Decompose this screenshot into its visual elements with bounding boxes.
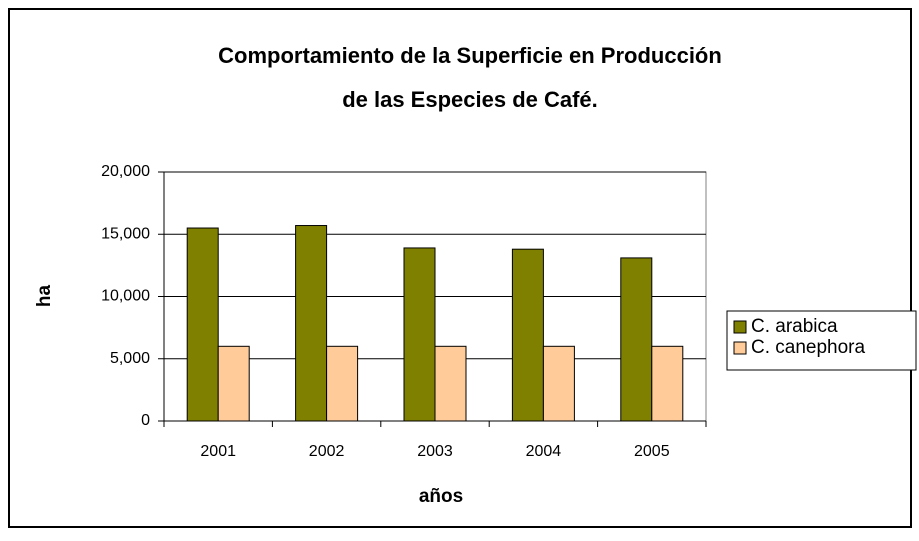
y-tick-label: 10,000 [101, 288, 150, 305]
bar [620, 257, 653, 422]
bar [542, 345, 575, 422]
bar [295, 225, 328, 422]
legend [726, 310, 917, 371]
x-tick-label: 2002 [309, 443, 345, 460]
bar [186, 227, 219, 422]
x-tick-label: 2004 [526, 443, 562, 460]
chart-title: Comportamiento de la Superficie en Produ… [218, 43, 722, 68]
x-tick-label: 2003 [417, 443, 453, 460]
chart-title: de las Especies de Café. [342, 87, 598, 112]
x-tick-label: 2005 [634, 443, 670, 460]
y-tick-label: 15,000 [101, 225, 150, 242]
y-axis-title: ha [34, 284, 55, 307]
legend-swatch [733, 341, 747, 355]
y-tick-label: 20,000 [101, 163, 150, 180]
legend-label: C. canephora [751, 337, 866, 358]
y-tick-label: 0 [141, 412, 150, 429]
bar [434, 345, 467, 422]
bar [326, 345, 359, 422]
bar [403, 247, 436, 422]
bar [651, 345, 684, 422]
bar [217, 345, 250, 422]
legend-swatch [733, 320, 747, 334]
y-tick-label: 5,000 [110, 350, 150, 367]
bar [511, 248, 544, 422]
x-tick-label: 2001 [200, 443, 236, 460]
x-axis-title: años [419, 486, 463, 507]
legend-label: C. arabica [751, 316, 838, 337]
